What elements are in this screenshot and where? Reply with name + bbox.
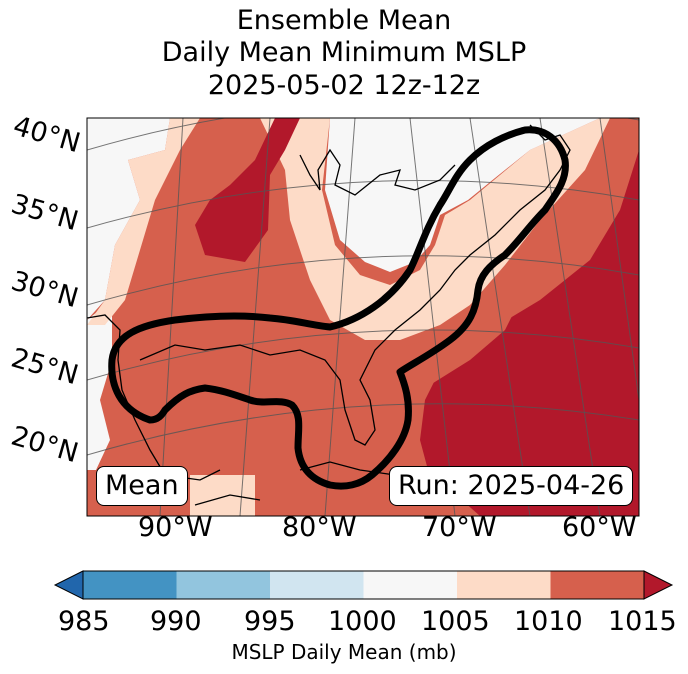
gridline-40n <box>87 118 639 151</box>
mslp-1000-west <box>87 118 170 320</box>
colorbar-tick-1005: 1005 <box>421 606 490 637</box>
map-frame <box>86 117 640 517</box>
gridline-20n <box>87 403 639 456</box>
mslp-1005-band-center <box>260 118 610 340</box>
colorbar-label: MSLP Daily Mean (mb) <box>231 640 457 664</box>
mslp-1000-southwest <box>87 300 112 470</box>
colorbar-extend-high <box>643 570 674 600</box>
mslp-1005-south <box>190 475 255 516</box>
coast-yucatan <box>194 494 261 506</box>
coast-great-lakes <box>299 148 456 196</box>
title-line-3: 2025-05-02 12z-12z <box>207 70 481 101</box>
mslp-field <box>87 118 639 516</box>
colorbar-frame <box>82 570 645 600</box>
title-line-2: Daily Mean Minimum MSLP <box>161 37 527 68</box>
gridline-70w <box>469 118 531 516</box>
colorbar-extend-low <box>53 570 84 600</box>
lon-label-70w: 70°W <box>422 512 497 543</box>
mslp-1015-atlantic <box>420 150 639 516</box>
gridline-80w <box>324 118 356 516</box>
colorbar-segment-990-995 <box>176 571 270 599</box>
colorbar-segment-1000-1005 <box>363 571 457 599</box>
lon-label-60w: 60°W <box>562 512 637 543</box>
coast-gulf-east <box>139 124 571 446</box>
colorbar-tick-1015: 1015 <box>608 606 677 637</box>
colorbar-tick-990: 990 <box>150 606 202 637</box>
run-date-box: Run: 2025-04-26 <box>389 466 634 506</box>
mslp-1005-band-west <box>87 118 200 325</box>
colorbar-segment-985-990 <box>83 571 177 599</box>
mslp-contour-mean <box>108 126 569 490</box>
mslp-1010-patch <box>390 300 520 385</box>
gridline-60w <box>599 118 639 401</box>
colorbar-segment-995-1000 <box>270 571 364 599</box>
colorbar-tick-1010: 1010 <box>514 606 583 637</box>
colorbar-tick-1000: 1000 <box>328 606 397 637</box>
colorbar-segment-1010-1015 <box>550 571 644 599</box>
gridline-25n <box>87 329 639 381</box>
colorbar-tick-985: 985 <box>58 606 110 637</box>
title-line-1: Ensemble Mean <box>236 5 452 36</box>
colorbar-segment-1005-1010 <box>457 571 551 599</box>
mean-label-box: Mean <box>96 466 188 506</box>
lon-label-90w: 90°W <box>138 512 213 543</box>
gridline-75w <box>409 118 456 516</box>
mslp-1000-center <box>325 118 600 272</box>
colorbar <box>53 570 674 600</box>
lon-label-80w: 80°W <box>282 512 357 543</box>
mslp-1015-north <box>195 118 300 262</box>
colorbar-tick-995: 995 <box>244 606 296 637</box>
